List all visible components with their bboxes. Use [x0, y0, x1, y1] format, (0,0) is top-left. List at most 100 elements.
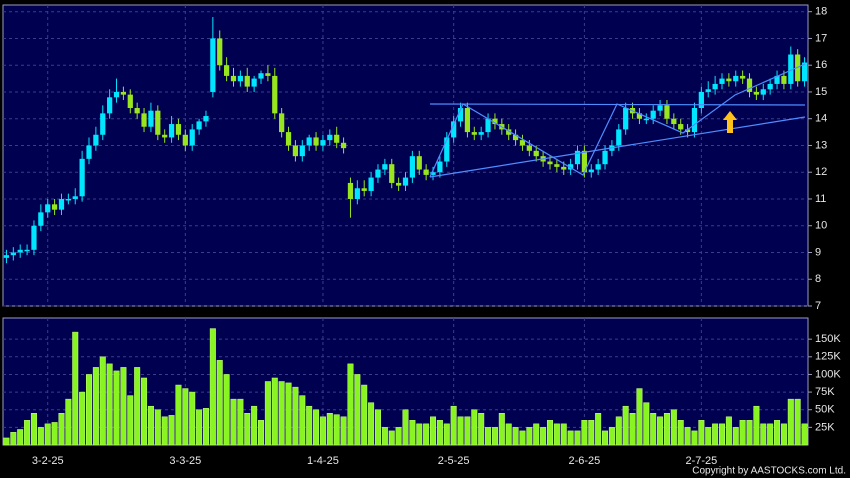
candle-body: [113, 91, 120, 98]
candle-body: [726, 78, 732, 82]
volume-bar: [787, 398, 794, 446]
volume-bar: [30, 413, 37, 446]
volume-bar: [423, 423, 430, 446]
candle-body: [340, 142, 347, 149]
y-tick-label: 11: [815, 193, 826, 205]
candle-body: [519, 140, 526, 146]
candle-body: [217, 38, 223, 66]
volume-bar: [457, 416, 464, 446]
volume-bar: [402, 409, 409, 446]
y-tick-label: 7: [815, 300, 821, 312]
volume-bar: [44, 423, 51, 446]
volume-bar: [189, 391, 196, 446]
candle-body: [347, 182, 354, 199]
volume-bar: [65, 398, 72, 446]
volume-bar: [753, 405, 760, 446]
candle-body: [354, 188, 360, 199]
volume-bar: [430, 416, 437, 446]
candle-body: [733, 75, 739, 82]
volume-bar: [794, 398, 801, 446]
volume-bar: [643, 402, 650, 446]
candle-body: [595, 164, 601, 170]
volume-bar: [657, 416, 664, 446]
y-tick-label: 125K: [815, 351, 841, 363]
volume-bar: [299, 395, 306, 446]
volume-bar: [381, 427, 388, 446]
candle-body: [210, 38, 216, 92]
volume-bar: [546, 420, 553, 446]
candle-body: [72, 196, 78, 199]
volume-bar: [120, 367, 127, 446]
volume-bar: [106, 363, 113, 446]
volume-bar: [216, 360, 223, 446]
candle-body: [10, 252, 16, 256]
candle-body: [265, 73, 271, 76]
candle-body: [464, 108, 471, 133]
candle-body: [457, 108, 464, 122]
volume-bar: [113, 370, 120, 446]
candle-body: [561, 166, 567, 170]
volume-bar: [677, 420, 684, 446]
candle-body: [767, 83, 773, 90]
volume-bar: [86, 374, 93, 446]
candle-body: [437, 161, 443, 173]
volume-bar: [498, 413, 505, 446]
candle-body: [740, 75, 746, 79]
volume-bar: [37, 427, 44, 446]
candle-body: [719, 78, 725, 84]
volume-bar: [354, 374, 361, 446]
candle-body: [616, 129, 622, 146]
candle-body: [492, 118, 498, 125]
volume-bar: [739, 420, 746, 446]
candle-body: [671, 118, 677, 125]
candle-body: [45, 204, 51, 213]
volume-bar: [588, 420, 595, 446]
candle-body: [148, 110, 154, 127]
candle-body: [175, 124, 182, 135]
volume-bar: [58, 413, 65, 446]
candle-body: [636, 113, 643, 119]
volume-bar: [368, 402, 375, 446]
volume-bar: [725, 416, 732, 446]
volume-bar: [251, 405, 258, 446]
candle-body: [162, 134, 168, 138]
candle-body: [168, 124, 175, 138]
volume-bar: [72, 331, 79, 446]
volume-bar: [540, 427, 547, 446]
volume-bar: [636, 388, 643, 446]
candle-body: [134, 108, 140, 114]
candle-body: [657, 105, 663, 111]
candle-body: [506, 129, 512, 135]
volume-bar: [436, 420, 443, 446]
candle-body: [705, 89, 711, 92]
volume-bar: [347, 363, 354, 446]
candle-body: [623, 108, 629, 130]
y-tick-label: 150K: [815, 333, 841, 345]
volume-bar: [615, 416, 622, 446]
candle-body: [602, 150, 608, 165]
candle-body: [31, 225, 37, 250]
volume-bar: [147, 405, 154, 446]
candle-body: [574, 150, 581, 165]
candle-body: [760, 89, 766, 95]
volume-bar: [258, 420, 265, 446]
candle-body: [120, 91, 127, 95]
candle-body: [568, 164, 574, 170]
signal-arrow: [723, 111, 737, 133]
y-tick-label: 9: [815, 246, 821, 258]
candle-body: [100, 113, 106, 135]
volume-bar: [560, 423, 567, 446]
volume-bar: [801, 423, 808, 446]
volume-bar: [478, 413, 485, 446]
volume-bar: [154, 409, 161, 446]
volume-bar: [223, 374, 230, 446]
volume-bar: [512, 427, 519, 446]
candle-body: [801, 62, 808, 82]
candle-body: [554, 164, 560, 167]
volume-bar: [340, 416, 347, 446]
y-tick-label: 18: [815, 6, 827, 18]
candle-body: [17, 249, 23, 253]
x-tick-label: 3-2-25: [32, 455, 64, 467]
volume-bar: [705, 427, 712, 446]
volume-bar: [175, 384, 182, 446]
